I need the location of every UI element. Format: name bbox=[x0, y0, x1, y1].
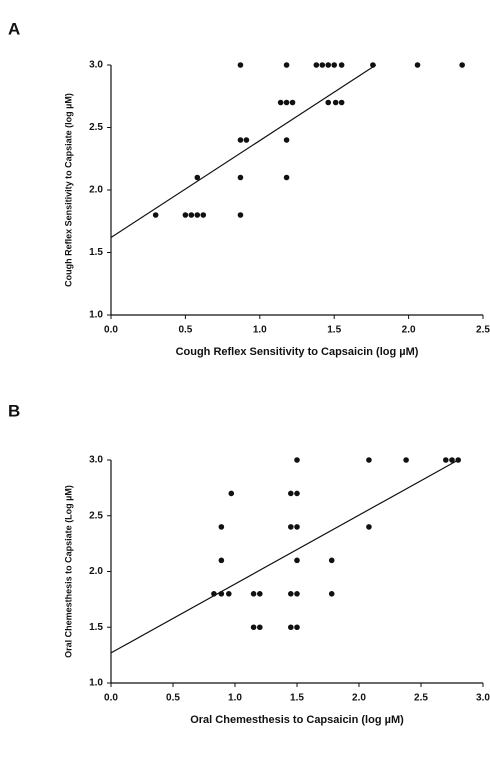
y-tick-label: 2.0 bbox=[89, 566, 103, 577]
data-point bbox=[237, 137, 244, 143]
x-tick-label: 1.0 bbox=[253, 325, 267, 336]
data-point bbox=[283, 62, 290, 68]
x-tick-label: 1.5 bbox=[290, 693, 304, 704]
data-point bbox=[211, 591, 217, 597]
x-tick-label: 1.5 bbox=[327, 325, 341, 336]
data-point bbox=[289, 99, 296, 106]
data-point bbox=[283, 99, 290, 106]
data-point bbox=[294, 591, 300, 597]
data-point bbox=[218, 591, 225, 597]
data-point bbox=[403, 457, 409, 463]
data-point bbox=[294, 457, 300, 463]
y-tick-label: 2.5 bbox=[89, 510, 103, 521]
y-tick-label: 3.0 bbox=[89, 455, 103, 466]
y-tick-label: 3.0 bbox=[89, 60, 103, 71]
data-point bbox=[370, 62, 376, 68]
data-point bbox=[250, 591, 257, 597]
data-point bbox=[294, 524, 300, 530]
y-tick-label: 1.5 bbox=[89, 247, 103, 258]
data-point bbox=[338, 62, 345, 68]
data-point bbox=[288, 591, 294, 597]
x-tick-label: 2.5 bbox=[476, 325, 490, 336]
data-point bbox=[226, 591, 232, 597]
data-point bbox=[283, 174, 290, 181]
y-axis-label: Cough Reflex Sensitivity to Capsiate (lo… bbox=[63, 93, 73, 287]
data-point bbox=[250, 624, 257, 631]
x-tick-label: 3.0 bbox=[476, 693, 490, 704]
trend-line bbox=[110, 64, 377, 239]
data-point bbox=[218, 557, 225, 564]
data-point bbox=[319, 62, 326, 68]
panel-label: B bbox=[8, 401, 20, 420]
data-point bbox=[443, 457, 449, 463]
data-point bbox=[237, 62, 244, 68]
data-point bbox=[152, 212, 159, 218]
x-tick-label: 1.0 bbox=[228, 693, 242, 704]
data-point bbox=[257, 624, 263, 631]
data-point bbox=[294, 490, 300, 497]
data-point bbox=[366, 524, 372, 530]
x-axis-label: Cough Reflex Sensitivity to Capsaicin (l… bbox=[176, 346, 419, 358]
x-tick-label: 2.0 bbox=[402, 325, 416, 336]
data-point bbox=[449, 457, 455, 463]
data-point bbox=[188, 212, 195, 218]
data-point bbox=[228, 490, 235, 497]
data-point bbox=[288, 524, 294, 530]
data-point bbox=[325, 62, 332, 68]
data-point bbox=[288, 624, 294, 631]
y-tick-label: 1.5 bbox=[89, 622, 103, 633]
data-point bbox=[294, 624, 300, 631]
data-point bbox=[455, 457, 462, 463]
x-tick-label: 0.0 bbox=[104, 693, 118, 704]
panel-label: A bbox=[8, 19, 20, 38]
data-point bbox=[283, 137, 290, 143]
x-tick-label: 0.5 bbox=[178, 325, 192, 336]
data-point bbox=[328, 591, 335, 597]
data-point bbox=[257, 591, 263, 597]
data-point bbox=[182, 212, 189, 218]
data-point bbox=[328, 557, 335, 564]
x-tick-label: 0.5 bbox=[166, 693, 180, 704]
x-tick-label: 0.0 bbox=[104, 325, 118, 336]
y-tick-label: 2.0 bbox=[89, 185, 103, 196]
data-point bbox=[414, 62, 421, 68]
y-tick-label: 1.0 bbox=[89, 678, 103, 689]
y-tick-label: 1.0 bbox=[89, 310, 103, 321]
data-point bbox=[194, 174, 201, 181]
data-point bbox=[194, 212, 201, 218]
data-point bbox=[288, 490, 294, 497]
trend-line bbox=[110, 459, 459, 654]
data-point bbox=[294, 557, 300, 564]
x-tick-label: 2.5 bbox=[414, 693, 428, 704]
y-tick-label: 2.5 bbox=[89, 122, 103, 133]
data-point bbox=[243, 137, 250, 143]
data-point bbox=[325, 99, 332, 106]
data-point bbox=[366, 457, 372, 463]
data-point bbox=[332, 99, 339, 106]
data-point bbox=[237, 212, 244, 218]
data-point bbox=[200, 212, 207, 218]
data-point bbox=[277, 99, 284, 106]
data-point bbox=[218, 524, 225, 530]
data-point bbox=[237, 174, 244, 181]
data-point bbox=[313, 62, 320, 68]
x-tick-label: 2.0 bbox=[352, 693, 366, 704]
data-point bbox=[459, 62, 465, 68]
y-axis-label: Oral Chemesthesis to Capsiate (Log µM) bbox=[63, 485, 73, 658]
data-point bbox=[338, 99, 345, 106]
x-axis-label: Oral Chemesthesis to Capsaicin (log µM) bbox=[190, 714, 404, 726]
data-point bbox=[331, 62, 338, 68]
